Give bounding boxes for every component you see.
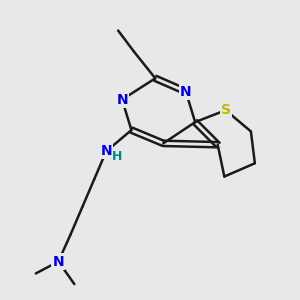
Text: S: S bbox=[221, 103, 231, 117]
Text: H: H bbox=[112, 150, 122, 163]
Text: N: N bbox=[116, 93, 128, 106]
Text: N: N bbox=[52, 254, 64, 268]
Text: N: N bbox=[180, 85, 192, 99]
Text: N: N bbox=[100, 144, 112, 158]
